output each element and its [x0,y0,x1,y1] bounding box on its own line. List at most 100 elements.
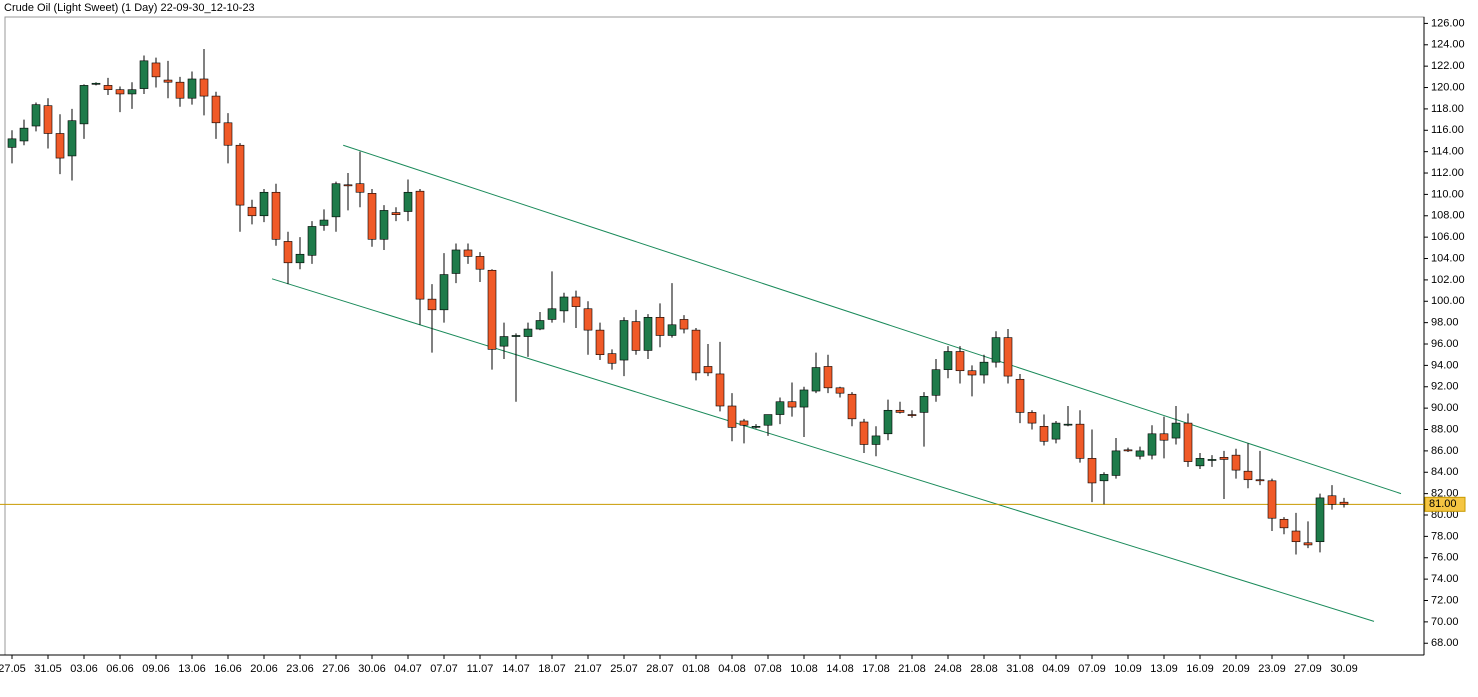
candle-body [1267,480,1277,519]
y-tick-label: 74.00 [1431,573,1459,585]
y-tick-label: 112.00 [1431,167,1464,179]
candle-body [1123,449,1133,452]
price-label-box [1424,496,1466,512]
y-tick-label: 110.00 [1431,188,1464,200]
candle-body [235,144,245,206]
y-tick-label: 84.00 [1431,466,1459,478]
candle-body [55,133,65,159]
candle-body [751,426,761,428]
candle-body [259,191,269,217]
candle-body [559,296,569,312]
candle-body [859,421,869,445]
candle-body [679,319,689,330]
y-tick-label: 118.00 [1431,103,1464,115]
candle-body [415,190,425,300]
x-tick-label: 13.09 [1150,663,1178,675]
y-tick-label: 94.00 [1431,359,1459,371]
candle-body [979,361,989,376]
x-tick-label: 07.07 [430,663,458,675]
candle-body [595,329,605,356]
candle-body [1195,458,1205,467]
x-tick-label: 30.06 [358,663,386,675]
y-tick-label: 106.00 [1431,231,1465,243]
candle-body [523,328,533,337]
y-tick-label: 68.00 [1431,637,1459,649]
candle-body [1315,497,1325,543]
candle-body [727,405,737,428]
x-tick-label: 04.08 [718,663,746,675]
x-tick-label: 21.08 [898,663,926,675]
candle-body [1039,426,1049,442]
x-tick-label: 09.06 [142,663,170,675]
x-tick-label: 31.05 [34,663,62,675]
candle-body [1327,495,1337,505]
candle-body [1303,542,1313,546]
x-tick-label: 21.07 [574,663,602,675]
candle-body [199,78,209,97]
candle-body [535,320,545,330]
candle-body [1063,423,1073,426]
candle-body [955,351,965,372]
x-tick-label: 14.07 [502,663,530,675]
y-tick-label: 102.00 [1431,274,1465,286]
x-tick-label: 03.06 [70,663,98,675]
y-tick-label: 108.00 [1431,210,1465,222]
candle-body [487,269,497,350]
candle-body [295,253,305,264]
y-tick-label: 104.00 [1431,252,1465,264]
candle-body [823,366,833,389]
candle-body [1339,501,1349,505]
candle-body [571,296,581,307]
candle-body [511,335,521,337]
x-tick-label: 16.09 [1186,663,1214,675]
x-tick-label: 27.05 [0,663,26,675]
candle-body [379,210,389,240]
candle-body [79,85,89,125]
y-tick-label: 116.00 [1431,124,1464,136]
candle-body [319,219,329,226]
x-tick-label: 23.06 [286,663,314,675]
candle-body [871,435,881,445]
candle-body [619,320,629,361]
candle-body [307,226,317,256]
candle-body [391,212,401,216]
candle-body [439,274,449,311]
candle-body [127,89,137,95]
x-tick-label: 10.08 [790,663,818,675]
chart-title: Crude Oil (Light Sweet) (1 Day) 22-09-30… [4,2,255,14]
candle-body [115,89,125,95]
candle-body [1087,458,1097,484]
candle-body [703,366,713,374]
x-tick-label: 25.07 [610,663,638,675]
candle-body [103,85,113,90]
candle-body [1027,412,1037,424]
candle-body [1015,378,1025,413]
y-tick-label: 86.00 [1431,445,1459,457]
candle-body [943,351,953,370]
x-tick-label: 28.08 [970,663,998,675]
candle-body [1099,474,1109,482]
x-tick-label: 01.08 [682,663,710,675]
candle-body [691,329,701,374]
y-tick-label: 96.00 [1431,338,1459,350]
y-tick-label: 122.00 [1431,60,1465,72]
y-tick-label: 92.00 [1431,381,1459,393]
y-tick-label: 126.00 [1431,17,1465,29]
candle-body [139,60,149,89]
x-tick-label: 27.09 [1294,663,1322,675]
candle-body [7,138,17,148]
price-label: 81.00 [1429,498,1457,510]
x-tick-label: 13.06 [178,663,206,675]
candle-body [607,353,617,364]
candle-body [655,316,665,336]
candle-body [31,104,41,127]
candle-body [211,95,221,124]
candle-body [1255,479,1265,482]
candle-body [787,401,797,408]
candle-body [643,316,653,351]
y-tick-label: 100.00 [1431,295,1465,307]
x-tick-label: 14.08 [826,663,854,675]
candle-body [1291,530,1301,543]
x-tick-label: 06.06 [106,663,134,675]
